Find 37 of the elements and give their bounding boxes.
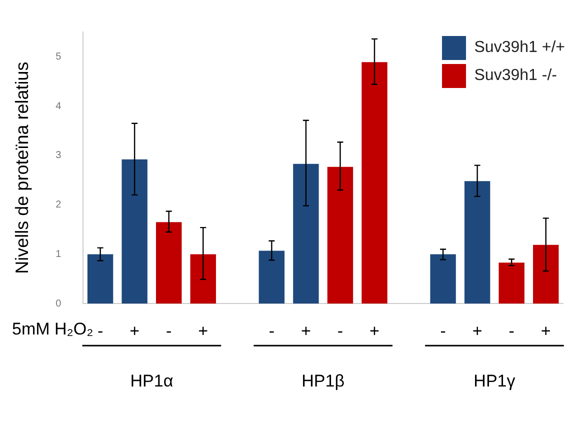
y-tick-label: 2 — [56, 200, 62, 211]
bar — [122, 159, 148, 304]
x-tick-label: - — [440, 321, 446, 340]
x-tick-label: + — [300, 321, 311, 340]
bar — [87, 254, 114, 304]
x-tick-label: - — [166, 321, 172, 340]
text: HP1α — [130, 371, 174, 390]
bar — [190, 254, 216, 304]
text: HP1γ — [474, 371, 516, 390]
bar — [258, 250, 285, 304]
bar — [464, 181, 490, 304]
y-tick-label: 0 — [56, 298, 62, 310]
bar — [533, 244, 559, 304]
x-tick-label: + — [370, 321, 380, 340]
legend-label: Suv39h1 +/+ — [474, 39, 565, 57]
x-tick-label: - — [268, 321, 275, 340]
bar — [293, 164, 319, 304]
bar — [362, 62, 388, 304]
x-tick-label: + — [472, 321, 482, 340]
bar — [430, 254, 456, 304]
text: HP1β — [302, 371, 345, 390]
x-tick-label: + — [540, 321, 551, 340]
y-tick-label: 5 — [56, 51, 62, 62]
x-tick-label: - — [97, 321, 104, 340]
x-tick-label: - — [508, 321, 514, 340]
x-tick-label: - — [337, 321, 344, 340]
legend-label: Suv39h1 -/- — [474, 67, 557, 85]
bar — [327, 166, 354, 304]
x-axis-title: 5mM H₂O₂ — [12, 319, 94, 338]
bar — [498, 262, 524, 304]
y-tick-label: 1 — [56, 248, 62, 260]
x-tick-label: + — [130, 321, 140, 340]
bar — [156, 222, 182, 304]
x-tick-label: + — [198, 321, 208, 340]
y-tick-label: 4 — [56, 100, 62, 112]
y-axis-title: Nivells de proteïna relatius — [12, 62, 32, 274]
y-tick-label: 3 — [56, 150, 62, 162]
